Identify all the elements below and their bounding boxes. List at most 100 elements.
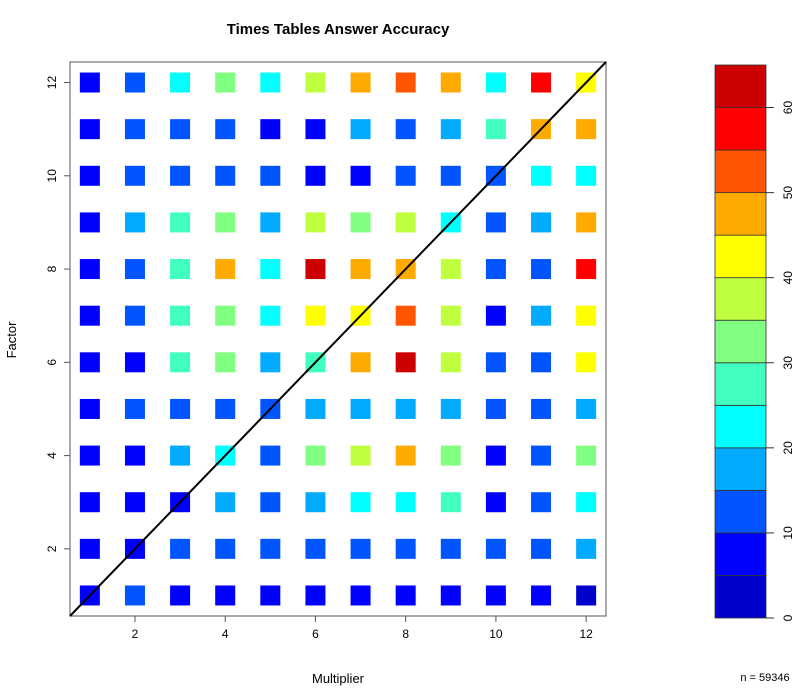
heatmap-cell: [124, 445, 145, 466]
heatmap-cell: [576, 119, 597, 140]
heatmap-cell: [215, 492, 236, 513]
x-tick-label: 6: [312, 627, 319, 641]
heatmap-cell: [485, 119, 506, 140]
heatmap-cell: [576, 538, 597, 559]
heatmap-cell: [260, 212, 281, 233]
y-axis: 2 4 6 8 10 12: [45, 76, 70, 552]
colorbar-tick-label: 10: [781, 526, 795, 540]
colorbar-tick-label: 50: [781, 186, 795, 200]
cells: [79, 72, 597, 606]
heatmap-cell: [576, 305, 597, 326]
heatmap-cell: [260, 352, 281, 373]
heatmap-cell: [485, 259, 506, 280]
heatmap-cell: [305, 492, 326, 513]
colorbar-tick-label: 30: [781, 356, 795, 370]
heatmap-cell: [79, 305, 100, 326]
heatmap-cell: [305, 538, 326, 559]
heatmap-cell: [531, 259, 552, 280]
heatmap-cell: [440, 538, 461, 559]
heatmap-cell: [260, 585, 281, 606]
heatmap-cell: [170, 305, 191, 326]
heatmap-cell: [124, 352, 145, 373]
heatmap-cell: [485, 305, 506, 326]
y-tick-label: 6: [45, 359, 59, 366]
y-tick-label: 12: [45, 76, 59, 90]
heatmap-cell: [170, 212, 191, 233]
heatmap-cell: [215, 538, 236, 559]
colorbar-bin: [714, 575, 767, 619]
heatmap-cell: [531, 585, 552, 606]
colorbar-bin: [714, 277, 767, 321]
heatmap-cell: [305, 585, 326, 606]
heatmap-cell: [79, 492, 100, 513]
heatmap-cell: [124, 398, 145, 419]
heatmap-cell: [305, 165, 326, 186]
heatmap-cell: [531, 352, 552, 373]
heatmap-cell: [350, 72, 371, 93]
heatmap-cell: [79, 398, 100, 419]
heatmap-cell: [531, 72, 552, 93]
heatmap-cell: [260, 305, 281, 326]
heatmap-cell: [260, 165, 281, 186]
heatmap-cell: [531, 445, 552, 466]
heatmap-cell: [260, 72, 281, 93]
heatmap-cell: [124, 305, 145, 326]
heatmap-cell: [170, 538, 191, 559]
heatmap-cell: [576, 212, 597, 233]
heatmap-cell: [350, 585, 371, 606]
heatmap-cell: [215, 259, 236, 280]
heatmap-cell: [260, 538, 281, 559]
heatmap-cell: [215, 72, 236, 93]
heatmap-cell: [305, 119, 326, 140]
y-tick-label: 4: [45, 452, 59, 459]
colorbar-bin: [714, 234, 767, 279]
heatmap-cell: [79, 212, 100, 233]
heatmap-cell: [305, 212, 326, 233]
heatmap-cell: [485, 352, 506, 373]
colorbar-bin: [714, 149, 767, 194]
sample-size-annotation: n = 59346: [740, 672, 789, 684]
heatmap-cell: [305, 72, 326, 93]
heatmap-cell: [215, 165, 236, 186]
heatmap-cell: [170, 119, 191, 140]
heatmap-cell: [440, 72, 461, 93]
heatmap-cell: [170, 72, 191, 93]
heatmap-cell: [395, 212, 416, 233]
colorbar-bin: [714, 319, 767, 364]
heatmap-cell: [440, 119, 461, 140]
heatmap-cell: [440, 585, 461, 606]
plot-frame: [69, 61, 607, 617]
heatmap-cell: [395, 398, 416, 419]
heatmap-cell: [260, 259, 281, 280]
x-axis-label: Multiplier: [312, 671, 365, 686]
heatmap-cell: [440, 165, 461, 186]
heatmap-cell: [170, 445, 191, 466]
colorbar-bin: [714, 532, 767, 576]
heatmap-cell: [170, 165, 191, 186]
colorbar-bin: [714, 64, 767, 108]
heatmap-cell: [79, 119, 100, 140]
heatmap-cell: [395, 119, 416, 140]
heatmap-cell: [260, 492, 281, 513]
colorbar-tick-label: 0: [781, 614, 795, 621]
heatmap-cell: [305, 259, 326, 280]
heatmap-cell: [350, 212, 371, 233]
heatmap-cell: [124, 259, 145, 280]
heatmap-cell: [485, 492, 506, 513]
colorbar: 0 10 20 30 40 50 60: [714, 64, 795, 621]
heatmap-cell: [576, 492, 597, 513]
colorbar-bin: [714, 192, 767, 236]
colorbar-bin: [714, 107, 767, 151]
heatmap-cell: [440, 259, 461, 280]
heatmap-cell: [485, 585, 506, 606]
heatmap-cell: [215, 398, 236, 419]
heatmap-cell: [576, 165, 597, 186]
heatmap-cell: [305, 398, 326, 419]
heatmap-cell: [350, 352, 371, 373]
heatmap-cell: [440, 398, 461, 419]
y-tick-label: 10: [45, 169, 59, 183]
heatmap-cell: [350, 538, 371, 559]
heatmap-cell: [485, 445, 506, 466]
heatmap-cell: [350, 119, 371, 140]
